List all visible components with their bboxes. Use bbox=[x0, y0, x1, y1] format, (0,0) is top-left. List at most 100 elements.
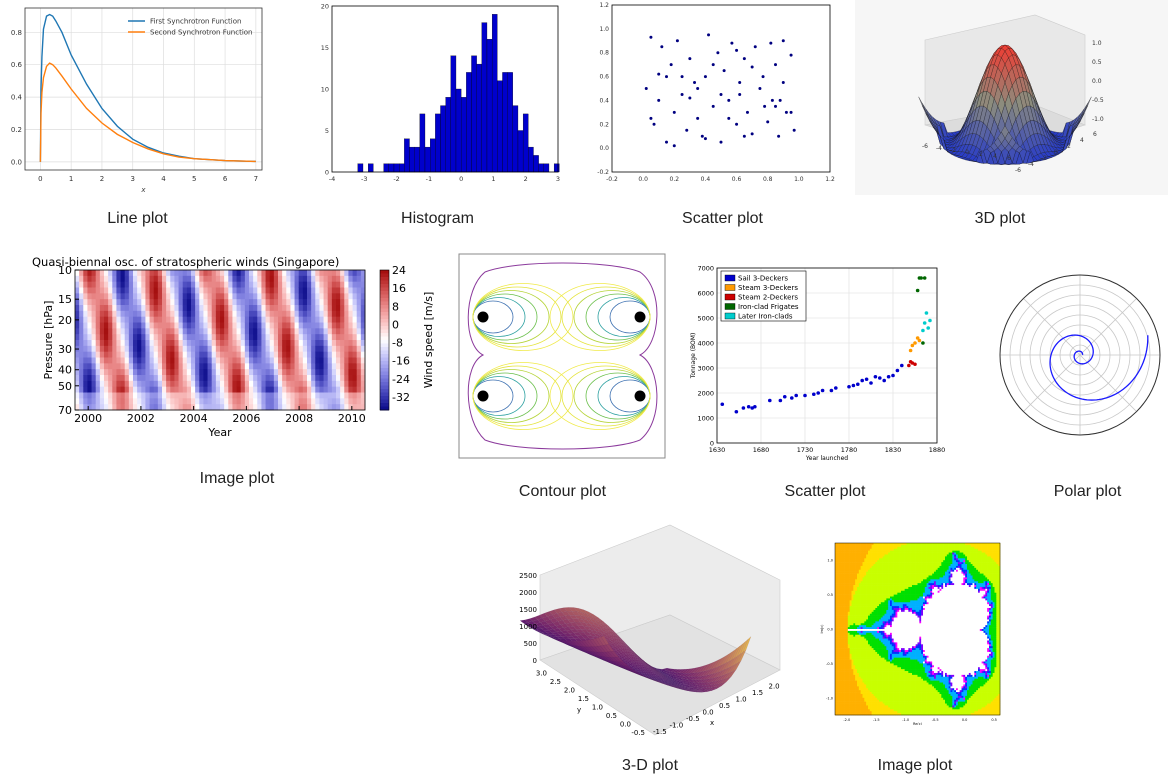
mandelbrot-pixel bbox=[835, 693, 838, 697]
mandelbrot-pixel bbox=[855, 711, 858, 714]
mandelbrot-pixel bbox=[858, 607, 861, 611]
heatmap-cell bbox=[124, 310, 130, 318]
mandelbrot-pixel bbox=[844, 629, 847, 632]
mandelbrot-pixel bbox=[849, 648, 852, 651]
heatmap-cell bbox=[336, 345, 341, 353]
mandelbrot-pixel bbox=[855, 604, 858, 607]
mandelbrot-pixel bbox=[842, 707, 845, 710]
mandelbrot-pixel bbox=[853, 688, 856, 691]
heatmap-cell bbox=[104, 322, 109, 329]
mandelbrot-pixel bbox=[835, 701, 838, 704]
heatmap-cell bbox=[356, 305, 362, 312]
mandelbrot-pixel bbox=[836, 650, 839, 653]
heatmap-cell bbox=[112, 340, 117, 347]
mandelbrot-pixel bbox=[857, 611, 860, 615]
y-tick-label: 6000 bbox=[697, 290, 714, 298]
mandelbrot-pixel bbox=[842, 663, 845, 666]
heatmap-cell bbox=[182, 345, 188, 353]
mandelbrot-pixel bbox=[849, 634, 852, 637]
heatmap-cell bbox=[79, 305, 84, 312]
heatmap-cell bbox=[166, 281, 171, 288]
heatmap-cell bbox=[145, 357, 150, 364]
mandelbrot-pixel bbox=[836, 634, 839, 637]
line-plot-tile: 0 1 2 3 4 5 6 7 0.0 0.2 0.4 0.6 0.8 x First Synchrotro… bbox=[0, 0, 270, 200]
mandelbrot-pixel bbox=[846, 665, 849, 668]
heatmap-cell bbox=[224, 386, 229, 393]
heatmap-cell bbox=[265, 398, 271, 405]
mandelbrot-pixel bbox=[846, 695, 849, 699]
heatmap-cell bbox=[253, 328, 258, 335]
heatmap-cell bbox=[315, 322, 320, 329]
mandelbrot-pixel bbox=[849, 676, 852, 679]
heatmap-cell bbox=[319, 363, 324, 370]
heatmap-cell bbox=[220, 345, 225, 353]
mandelbrot-pixel bbox=[855, 642, 858, 645]
heatmap-cell bbox=[104, 328, 109, 335]
heatmap-cell bbox=[191, 375, 196, 382]
mandelbrot-pixel bbox=[860, 579, 863, 582]
mandelbrot-pixel bbox=[844, 688, 847, 691]
heatmap-cell bbox=[207, 340, 213, 347]
heatmap-cell bbox=[186, 392, 192, 399]
mandelbrot-pixel bbox=[851, 544, 854, 548]
heatmap-cell bbox=[120, 281, 126, 288]
mandelbrot-pixel bbox=[860, 650, 863, 653]
mandelbrot-pixel bbox=[844, 581, 847, 584]
mandelbrot-pixel bbox=[855, 544, 858, 548]
mandelbrot-pixel bbox=[855, 650, 858, 653]
mandelbrot-pixel bbox=[847, 560, 850, 563]
mandelbrot-pixel bbox=[840, 552, 843, 555]
heatmap-cell bbox=[120, 398, 126, 405]
heatmap-cell bbox=[319, 287, 324, 294]
mandelbrot-pixel bbox=[855, 678, 858, 681]
heatmap-cell bbox=[228, 310, 233, 318]
mandelbrot-pixel bbox=[857, 695, 860, 699]
mandelbrot-pixel bbox=[855, 634, 858, 637]
heatmap-cell bbox=[236, 340, 242, 347]
mandelbrot-pixel bbox=[860, 571, 863, 574]
y-tick-label: 15 bbox=[321, 44, 329, 52]
mandelbrot-pixel bbox=[840, 627, 843, 630]
mandelbrot-pixel bbox=[835, 613, 838, 616]
heatmap-cell bbox=[141, 275, 146, 283]
heatmap-cell bbox=[294, 310, 300, 318]
heatmap-cell bbox=[116, 340, 121, 347]
mandelbrot-pixel bbox=[836, 586, 839, 590]
mandelbrot-pixel bbox=[835, 564, 838, 567]
scatter-point bbox=[741, 406, 746, 410]
mandelbrot-pixel bbox=[842, 695, 845, 699]
heatmap-cell bbox=[199, 369, 204, 376]
heatmap-cell bbox=[211, 328, 217, 335]
heatmap-cell bbox=[91, 380, 97, 388]
heatmap-cell bbox=[331, 392, 337, 399]
heatmap-cell bbox=[278, 316, 283, 323]
mandelbrot-pixel bbox=[842, 588, 845, 592]
mandelbrot-pixel bbox=[838, 621, 841, 624]
heatmap-cell bbox=[133, 375, 138, 382]
mandelbrot-pixel bbox=[855, 663, 858, 666]
heatmap-cell bbox=[141, 305, 146, 312]
mandelbrot-pixel bbox=[855, 693, 858, 697]
heatmap-cell bbox=[253, 392, 258, 399]
heatmap-cell bbox=[170, 287, 175, 294]
scatter-point bbox=[711, 104, 715, 108]
heatmap-cell bbox=[269, 328, 275, 335]
mandelbrot-pixel bbox=[836, 629, 839, 632]
heatmap-cell bbox=[253, 386, 258, 393]
histogram-bar bbox=[543, 163, 550, 173]
mandelbrot-pixel bbox=[840, 671, 843, 674]
mandelbrot-pixel bbox=[835, 709, 838, 712]
heatmap-cell bbox=[240, 316, 246, 323]
heatmap-cell bbox=[340, 357, 345, 364]
mandelbrot-pixel bbox=[846, 709, 849, 712]
mandelbrot-pixel bbox=[855, 606, 858, 609]
heatmap-cell bbox=[124, 334, 130, 341]
heatmap-cell bbox=[311, 270, 316, 277]
heatmap-cell bbox=[91, 357, 97, 364]
mandelbrot-pixel bbox=[855, 653, 858, 657]
mandelbrot-pixel bbox=[849, 651, 852, 655]
heatmap-cell bbox=[282, 322, 287, 329]
mandelbrot-pixel bbox=[838, 650, 841, 653]
mandelbrot-pixel bbox=[840, 688, 843, 691]
mandelbrot-pixel bbox=[857, 659, 860, 662]
